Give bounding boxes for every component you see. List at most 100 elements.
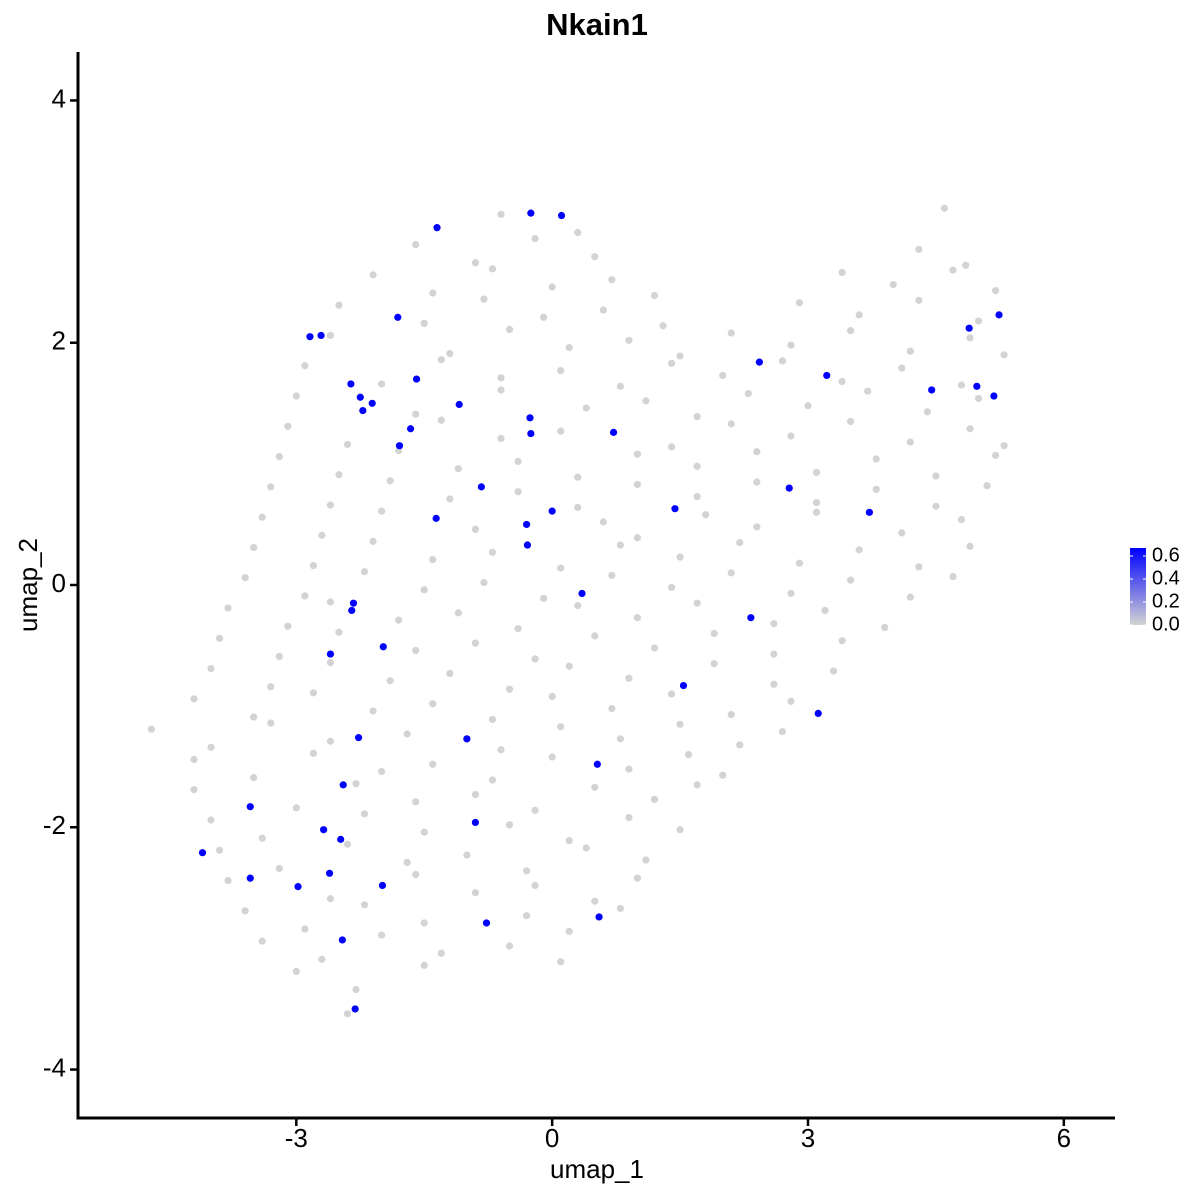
cell-point [275, 864, 283, 873]
cell-point [446, 669, 454, 678]
cell-point [309, 689, 317, 697]
cell-point [685, 750, 693, 759]
cell-point [284, 622, 292, 630]
cell-point [505, 685, 514, 693]
cell-point [412, 798, 420, 806]
cell-point [940, 204, 949, 212]
cell-point [625, 765, 633, 773]
cell-point [578, 589, 586, 598]
cell-point [906, 438, 914, 446]
cell-point [557, 958, 565, 966]
cell-point [326, 598, 335, 606]
cell-point [957, 381, 966, 389]
cell-point [787, 697, 795, 705]
cell-point [667, 690, 676, 698]
cell-point [872, 455, 880, 463]
y-tick-label: 4 [52, 83, 66, 113]
cell-point [582, 844, 590, 852]
cell-point [676, 352, 684, 360]
cell-point [337, 835, 345, 843]
cell-point [369, 271, 377, 279]
cell-point [471, 639, 480, 647]
cell-point [736, 741, 744, 749]
cell-point [821, 606, 829, 615]
cell-point [292, 392, 300, 400]
y-tick-label: 2 [52, 326, 66, 356]
cell-point [429, 700, 437, 708]
cell-point [317, 331, 325, 340]
cell-point [471, 525, 480, 533]
colorbar-label: 0.0 [1152, 613, 1180, 635]
cell-point [429, 760, 437, 768]
x-tick-label: 3 [801, 1123, 815, 1153]
cell-point [727, 420, 735, 428]
cell-point [847, 417, 855, 426]
cell-point [147, 725, 155, 733]
cell-point [966, 542, 974, 550]
cell-point [932, 502, 940, 510]
cell-point [326, 331, 335, 340]
cell-point [326, 501, 335, 509]
cell-point [710, 629, 718, 638]
cell-point [633, 450, 642, 458]
cell-point [338, 936, 346, 944]
cell-point [616, 382, 624, 390]
cell-point [386, 677, 394, 685]
x-tick-label: 0 [545, 1123, 559, 1153]
cell-point [898, 529, 906, 537]
cell-point [420, 961, 428, 969]
cell-point [915, 296, 923, 304]
cell-point [974, 317, 983, 325]
cell-point [325, 869, 334, 877]
cell-point [642, 397, 650, 405]
cell-point [326, 658, 335, 667]
cell-point [482, 919, 491, 927]
cell-point [540, 313, 548, 321]
cell-point [702, 511, 710, 519]
cell-point [284, 422, 292, 430]
cell-point [966, 334, 974, 342]
cell-point [395, 616, 403, 624]
cell-point [523, 541, 532, 549]
cell-point [727, 711, 735, 719]
cell-point [616, 904, 624, 913]
cell-point [432, 514, 440, 522]
cell-point [574, 473, 582, 481]
cell-point [343, 840, 352, 848]
cell-point [250, 543, 258, 552]
cell-point [679, 681, 688, 690]
cell-point [957, 515, 966, 524]
cell-point [301, 592, 309, 600]
cell-point [608, 571, 616, 579]
y-axis-label: umap_2 [13, 538, 43, 632]
cell-point [565, 927, 573, 936]
cell-point [292, 804, 300, 812]
cell-point [250, 713, 258, 721]
cell-point [548, 283, 556, 291]
cell-point [406, 425, 415, 433]
cell-point [531, 234, 539, 243]
cell-point [215, 846, 224, 854]
cell-point [889, 280, 897, 289]
cell-point [531, 806, 539, 814]
cell-point [446, 495, 454, 503]
cell-point [198, 849, 207, 857]
cell-point [412, 646, 420, 655]
cell-point [795, 299, 804, 307]
cell-point [548, 692, 556, 701]
cell-point [352, 780, 360, 788]
cell-point [480, 295, 488, 303]
cell-point [565, 343, 573, 352]
cell-point [335, 471, 343, 479]
colorbar-label: 0.4 [1152, 567, 1180, 589]
cell-point [369, 707, 377, 715]
cell-point [565, 836, 573, 845]
cell-point [727, 329, 735, 337]
cell-point [770, 680, 778, 688]
cell-point [548, 753, 556, 761]
cell-point [932, 472, 940, 480]
cell-point [207, 816, 215, 824]
cell-point [838, 637, 846, 645]
cell-point [377, 380, 386, 388]
cell-point [753, 448, 761, 456]
